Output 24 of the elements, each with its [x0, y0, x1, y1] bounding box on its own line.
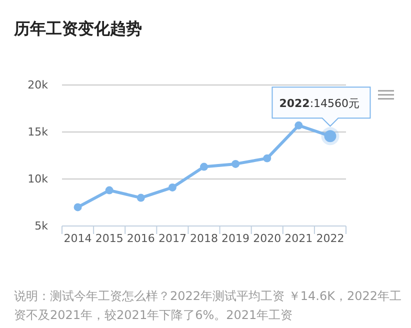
point [200, 162, 208, 171]
x-tick-label: 2022 [316, 232, 344, 245]
x-tick-label: 2020 [253, 232, 282, 245]
point [232, 160, 240, 168]
point [168, 183, 176, 192]
point [294, 121, 303, 130]
x-tick-label: 2021 [284, 232, 313, 245]
x-tick-label: 2017 [158, 232, 186, 245]
text: 说明：测试今年工资怎么样？2022年测试平均工资 ￥14.6K，2022年工资不及2021年，较2021年下降了6%。2021年工资 [14, 289, 402, 322]
point [105, 186, 114, 194]
x-tick-label: 2018 [190, 232, 218, 245]
point [136, 194, 145, 202]
point [74, 203, 82, 212]
x-tick-label: 2014 [64, 232, 92, 245]
x-tick-label: 2016 [126, 232, 155, 245]
y-tick-label: 10k [28, 172, 49, 186]
x-tick-label: 2019 [222, 232, 250, 245]
y-tick-label: 20k [28, 78, 49, 92]
annotation: 2022:14560元 [279, 97, 360, 110]
x-tick-label: 2015 [95, 232, 124, 245]
y-tick-label: 15k [28, 126, 49, 139]
point [263, 154, 272, 162]
y-tick-label: 5k [34, 220, 49, 233]
chart-title: 历年工资变化趋势 [13, 19, 142, 38]
